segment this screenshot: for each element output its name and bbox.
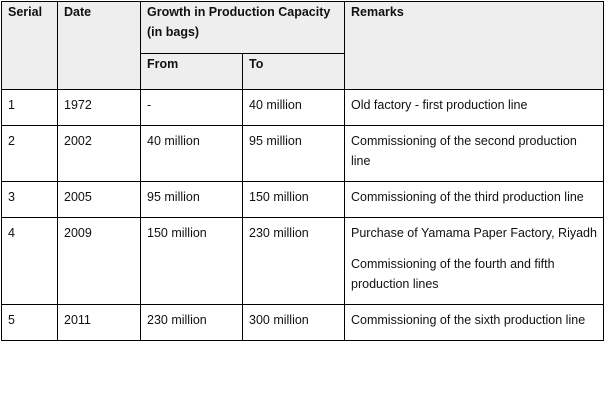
cell-to: 150 million [242, 181, 345, 218]
remark-text: Commissioning of the second production l… [351, 134, 577, 168]
cell-date: 2009 [57, 217, 141, 305]
remark-text: Commissioning of the third production li… [351, 190, 584, 204]
cell-from: 230 million [140, 304, 243, 341]
cell-serial: 2 [1, 125, 58, 182]
cell-date: 2005 [57, 181, 141, 218]
header-serial: Serial [1, 1, 58, 90]
cell-from: 150 million [140, 217, 243, 305]
table-row: 5 2011 230 million 300 million Commissio… [1, 304, 604, 341]
cell-date: 2011 [57, 304, 141, 341]
table-row: 1 1972 - 40 million Old factory - first … [1, 89, 604, 126]
header-date: Date [57, 1, 141, 90]
cell-serial: 3 [1, 181, 58, 218]
cell-serial: 5 [1, 304, 58, 341]
table-row: 3 2005 95 million 150 million Commission… [1, 181, 604, 218]
cell-to: 95 million [242, 125, 345, 182]
cell-remarks: Purchase of Yamama Paper Factory, Riyadh… [344, 217, 604, 305]
cell-from: 40 million [140, 125, 243, 182]
cell-remarks: Commissioning of the sixth production li… [344, 304, 604, 341]
cell-to: 300 million [242, 304, 345, 341]
header-to: To [242, 53, 345, 90]
cell-remarks: Commissioning of the second production l… [344, 125, 604, 182]
remark-text: Old factory - first production line [351, 98, 528, 112]
table-row: 4 2009 150 million 230 million Purchase … [1, 217, 604, 305]
cell-serial: 4 [1, 217, 58, 305]
header-growth: Growth in Production Capacity (in bags) [140, 1, 345, 54]
cell-from: - [140, 89, 243, 126]
cell-serial: 1 [1, 89, 58, 126]
cell-remarks: Old factory - first production line [344, 89, 604, 126]
table-row: 2 2002 40 million 95 million Commissioni… [1, 125, 604, 182]
cell-date: 1972 [57, 89, 141, 126]
remark-text: Purchase of Yamama Paper Factory, Riyadh [351, 226, 597, 240]
cell-to: 40 million [242, 89, 345, 126]
remark-text: Commissioning of the fourth and fifth pr… [351, 257, 555, 291]
header-remarks: Remarks [344, 1, 604, 90]
cell-to: 230 million [242, 217, 345, 305]
header-from: From [140, 53, 243, 90]
remark-text: Commissioning of the sixth production li… [351, 313, 586, 327]
cell-date: 2002 [57, 125, 141, 182]
table-header: Serial Date Growth in Production Capacit… [1, 1, 604, 90]
production-capacity-table: Serial Date Growth in Production Capacit… [1, 1, 604, 341]
cell-remarks: Commissioning of the third production li… [344, 181, 604, 218]
cell-from: 95 million [140, 181, 243, 218]
